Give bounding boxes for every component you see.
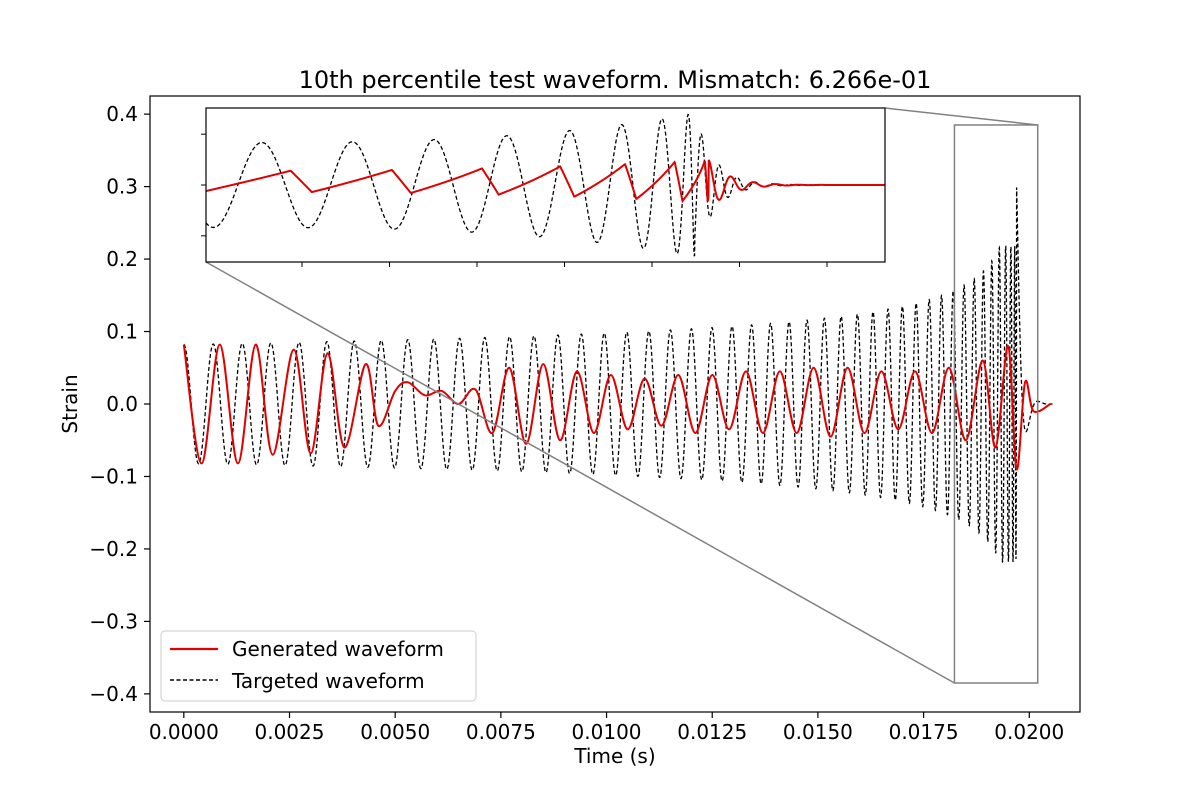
- y-tick-label: −0.3: [89, 609, 138, 633]
- x-tick-label: 0.0175: [889, 720, 959, 744]
- x-tick-label: 0.0075: [466, 720, 536, 744]
- legend-box: [160, 630, 477, 702]
- targeted-waveform-line: [183, 187, 1055, 564]
- x-tick-label: 0.0025: [255, 720, 325, 744]
- legend-generated-label: Generated waveform: [232, 637, 444, 661]
- legend-targeted-label: Targeted waveform: [231, 669, 425, 693]
- zoom-connector-top: [884, 107, 1038, 126]
- y-axis-label: Strain: [58, 374, 82, 433]
- x-axis-label: Time (s): [573, 744, 655, 768]
- y-tick-label: 0.0: [106, 392, 138, 416]
- legend: Generated waveform Targeted waveform: [160, 630, 477, 702]
- y-tick-label: 0.2: [106, 247, 138, 271]
- zoom-indicator: [205, 107, 1039, 684]
- zoom-region-rect: [953, 124, 1039, 684]
- y-tick-label: −0.2: [89, 537, 138, 561]
- inset-generated-line: [206, 159, 885, 204]
- main-series-group: [182, 187, 1055, 564]
- x-tick-label: 0.0125: [677, 720, 747, 744]
- x-tick-label: 0.0000: [149, 720, 219, 744]
- x-tick-label: 0.0150: [783, 720, 853, 744]
- inset-ticks: [201, 133, 828, 267]
- y-tick-label: −0.4: [89, 682, 138, 706]
- x-tick-label: 0.0100: [572, 720, 642, 744]
- zoom-connector-bottom: [205, 261, 955, 684]
- y-tick-label: 0.4: [106, 102, 138, 126]
- y-tick-label: 0.1: [106, 320, 138, 344]
- x-axis: 0.0000 0.0025 0.0050 0.0075 0.0100 0.0125 0.01…: [149, 712, 1064, 744]
- inset-frame: [205, 107, 886, 263]
- zoom-inset: [201, 107, 886, 267]
- chart-title: 10th percentile test waveform. Mismatch:…: [299, 66, 932, 94]
- x-tick-label: 0.0050: [360, 720, 430, 744]
- inset-series-group: [206, 113, 885, 257]
- generated-waveform-line: [182, 343, 1051, 471]
- y-tick-label: −0.1: [89, 464, 138, 488]
- x-tick-label: 0.0200: [994, 720, 1064, 744]
- y-tick-label: 0.3: [106, 175, 138, 199]
- y-axis: −0.4 −0.3 −0.2 −0.1 0.0 0.1 0.2 0.3 0.4: [89, 102, 150, 706]
